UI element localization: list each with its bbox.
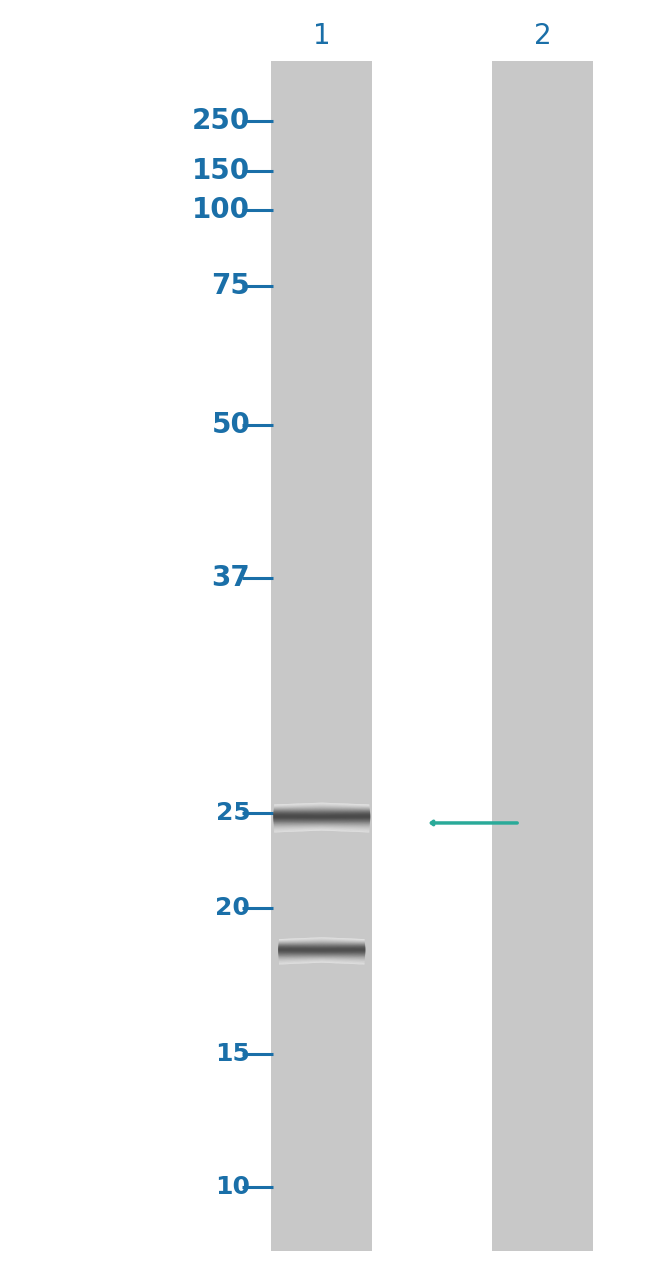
Text: 20: 20: [215, 897, 250, 919]
Bar: [493, 61, 593, 1251]
Text: 100: 100: [192, 196, 250, 224]
Text: 75: 75: [211, 272, 250, 300]
Bar: [272, 61, 372, 1251]
Text: 25: 25: [216, 801, 250, 824]
Text: 150: 150: [192, 157, 250, 185]
Text: 10: 10: [215, 1176, 250, 1199]
Text: 1: 1: [313, 22, 331, 50]
Text: 250: 250: [192, 107, 250, 135]
Text: 2: 2: [534, 22, 552, 50]
Text: 37: 37: [211, 564, 250, 592]
Text: 50: 50: [211, 411, 250, 439]
Text: 15: 15: [215, 1043, 250, 1066]
